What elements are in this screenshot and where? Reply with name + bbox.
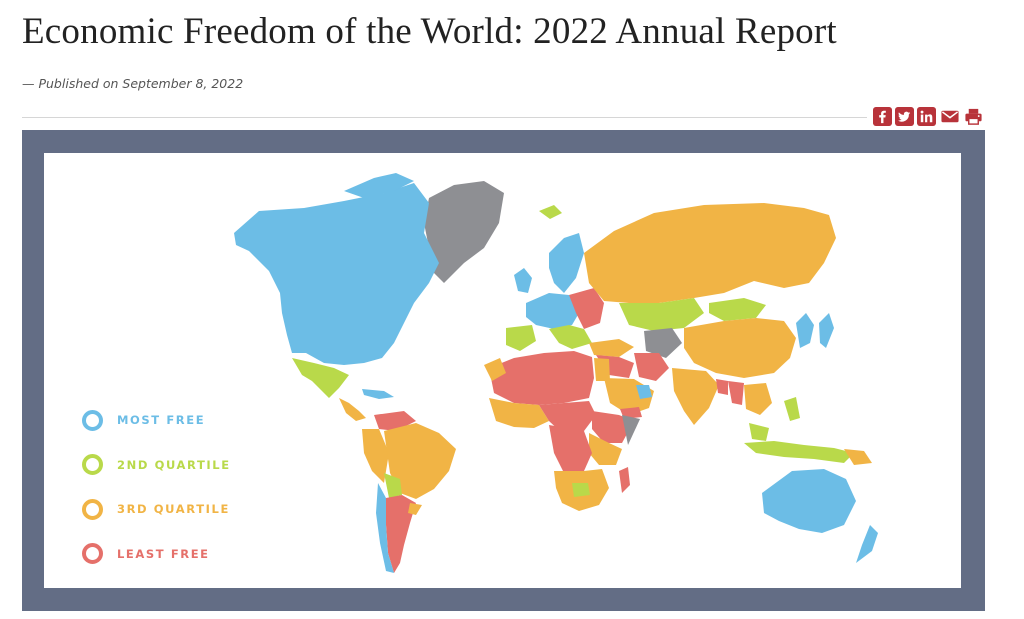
region-russia [584, 203, 836, 303]
region-east-africa [589, 433, 622, 465]
region-uruguay [408, 503, 422, 515]
legend-item-2nd-quartile: 2ND QUARTILE [82, 443, 231, 488]
share-bar [873, 107, 983, 126]
region-eastern-europe [569, 288, 604, 329]
region-iran [634, 353, 669, 381]
region-malaysia [749, 423, 769, 441]
region-sea-mainland [744, 383, 772, 415]
region-uk-ireland [514, 268, 532, 293]
world-map-graphic [234, 173, 878, 573]
facebook-icon[interactable] [873, 107, 892, 126]
region-morocco [484, 358, 506, 381]
region-turkey [589, 339, 634, 357]
world-map: MOST FREE 2ND QUARTILE 3RD QUARTILE LEAS… [44, 153, 961, 588]
twitter-icon[interactable] [895, 107, 914, 126]
region-japan [819, 313, 834, 348]
region-new-zealand [856, 525, 878, 563]
page-title: Economic Freedom of the World: 2022 Annu… [22, 11, 837, 52]
region-colombia-peru [362, 429, 389, 483]
region-iceland [539, 205, 562, 219]
region-madagascar [619, 467, 630, 493]
region-somalia [622, 415, 640, 445]
region-brazil [384, 423, 456, 499]
region-mexico [292, 358, 349, 398]
region-argentina [386, 495, 416, 573]
region-scandinavia [549, 233, 584, 293]
region-west-africa [489, 398, 549, 428]
region-arctic-islands [344, 173, 414, 198]
region-greenland [424, 181, 504, 283]
region-chile [376, 483, 394, 573]
circle-icon [82, 543, 103, 565]
region-kazakhstan [619, 298, 704, 331]
legend-label: 2ND QUARTILE [117, 457, 231, 472]
region-central-africa [549, 425, 592, 473]
region-australia [762, 469, 856, 533]
region-caribbean [362, 389, 394, 399]
legend-label: MOST FREE [117, 413, 206, 428]
legend-label: 3RD QUARTILE [117, 502, 230, 517]
region-gulf [636, 385, 652, 399]
region-indonesia [744, 441, 854, 463]
email-icon[interactable] [939, 107, 961, 126]
region-korea-japan [796, 313, 814, 348]
legend-item-3rd-quartile: 3RD QUARTILE [82, 487, 231, 532]
circle-icon [82, 498, 103, 520]
region-western-europe [526, 293, 579, 329]
region-philippines [784, 397, 800, 421]
region-botswana [572, 483, 590, 497]
linkedin-icon[interactable] [917, 107, 936, 126]
print-icon[interactable] [964, 107, 983, 126]
region-egypt [594, 358, 610, 381]
publish-date: — Published on September 8, 2022 [22, 76, 244, 91]
circle-icon [82, 454, 103, 476]
region-mongolia [709, 298, 766, 321]
circle-icon [82, 409, 103, 431]
divider [22, 117, 867, 118]
map-legend: MOST FREE 2ND QUARTILE 3RD QUARTILE LEAS… [82, 398, 231, 576]
region-central-america [339, 398, 366, 421]
region-north-africa [489, 351, 594, 405]
region-myanmar [728, 381, 744, 405]
legend-label: LEAST FREE [117, 546, 210, 561]
region-bolivia [384, 473, 402, 498]
region-india [672, 368, 719, 425]
legend-item-least-free: LEAST FREE [82, 532, 231, 577]
region-iberia [506, 325, 536, 351]
region-italy-balkans [549, 325, 592, 349]
region-china [684, 318, 796, 378]
region-sahel-central [539, 401, 596, 435]
region-north-america [234, 183, 439, 365]
region-afghanistan [644, 328, 682, 358]
region-png [844, 449, 872, 465]
legend-item-most-free: MOST FREE [82, 398, 231, 443]
region-bangladesh [716, 379, 728, 395]
